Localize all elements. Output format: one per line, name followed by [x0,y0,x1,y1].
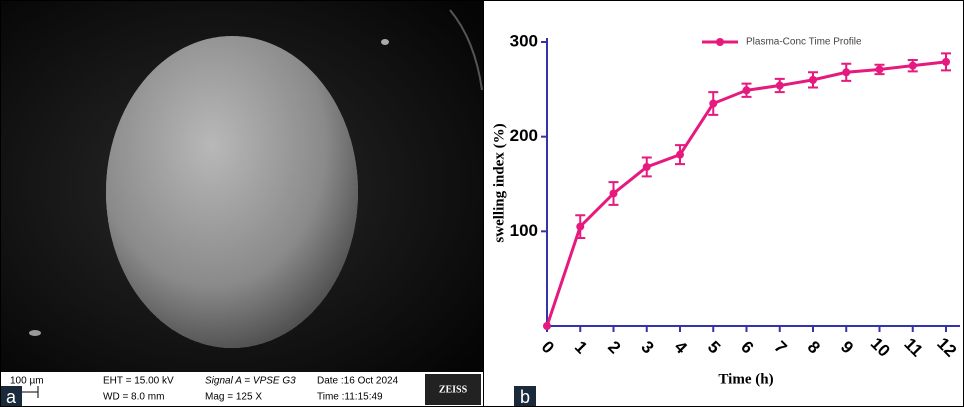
legend-label: Plasma-Conc Time Profile [746,37,862,48]
scale-bar-label: 100 µm [10,376,44,387]
y-tick-label: 100 [510,221,538,240]
sem-info: Time :11:15:49 [317,392,383,403]
x-axis-label: Time (h) [718,371,773,387]
sem-info: Date :16 Oct 2024 [317,376,399,387]
data-point [809,76,817,84]
data-point [610,189,618,197]
x-tick-label: 6 [737,337,757,357]
x-tick-label: 8 [804,337,824,357]
x-tick-label: 4 [671,337,692,358]
data-point [909,62,917,70]
x-tick-label: 0 [538,337,558,357]
x-tick-label: 2 [604,337,624,357]
x-tick-label: 7 [770,337,790,357]
data-point [676,151,684,159]
data-point [842,68,850,76]
data-point [643,163,651,171]
data-point [942,58,950,66]
x-tick-label: 10 [867,334,894,361]
data-line [547,62,946,326]
panel-label: a [6,387,17,407]
sem-info: Signal A = VPSE G3 [205,376,296,387]
x-tick-label: 11 [900,334,926,360]
y-tick-label: 200 [510,126,538,145]
legend-marker [716,38,724,46]
sem-particle [106,36,358,348]
data-point [709,100,717,108]
panel-label: b [520,387,530,407]
composite-figure: 100 µm EHT = 15.00 kV WD = 8.0 mm Signal… [0,0,964,407]
y-tick-label: 300 [510,31,538,50]
data-point [743,86,751,94]
sem-debris [29,330,41,336]
figure: 100 µm EHT = 15.00 kV WD = 8.0 mm Signal… [0,0,964,407]
sem-info: Mag = 125 X [205,392,262,403]
x-tick-label: 1 [571,337,591,357]
sem-info: WD = 8.0 mm [103,392,164,403]
x-tick-label: 12 [933,334,960,361]
y-axis-label: swelling index (%) [491,123,507,242]
sem-info: EHT = 15.00 kV [103,376,174,387]
x-tick-label: 3 [637,337,657,357]
x-tick-label: 5 [704,337,724,357]
data-point [576,223,584,231]
x-tick-label: 9 [837,337,857,357]
data-point [776,82,784,90]
data-point [876,65,884,73]
sem-debris [381,39,389,45]
brand-logo: ZEISS [439,384,468,395]
data-point [543,322,551,330]
